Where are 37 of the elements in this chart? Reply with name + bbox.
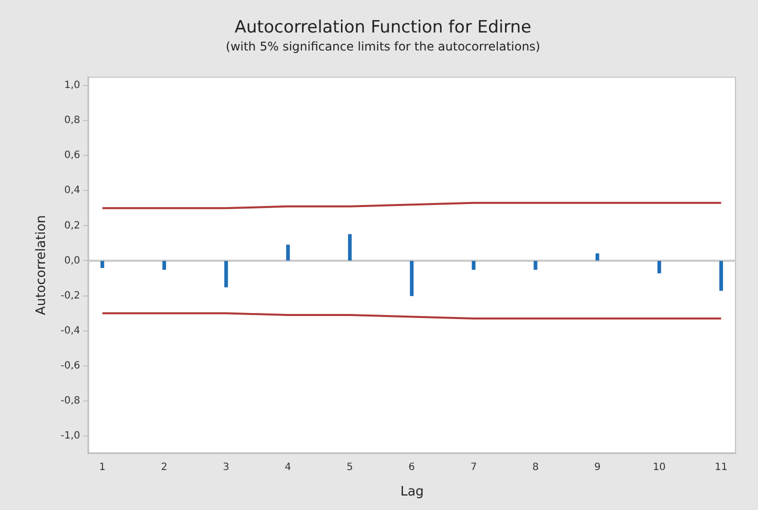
- x-tick-label: 5: [346, 462, 354, 473]
- y-tick-label: 0,8: [64, 115, 80, 126]
- y-tick-label: -0,8: [60, 395, 80, 406]
- chart-subtitle: (with 5% significance limits for the autocorrelations): [226, 40, 540, 54]
- y-tick-label: 0,2: [64, 220, 80, 232]
- y-axis-title: Autocorrelation: [34, 215, 50, 316]
- x-tick-label: 3: [222, 462, 230, 473]
- bar: [100, 260, 104, 268]
- bar: [534, 260, 538, 270]
- x-tick-label: 6: [408, 462, 415, 473]
- y-tick-label: 0,0: [64, 255, 80, 266]
- y-tick-label: 0,4: [64, 185, 80, 196]
- y-tick-label: -0,6: [60, 360, 80, 372]
- x-tick-label: 4: [284, 462, 292, 473]
- bar: [472, 260, 476, 270]
- x-tick-label: 11: [714, 462, 728, 473]
- x-tick-label: 7: [470, 462, 477, 473]
- chart-title: Autocorrelation Function for Edirne: [234, 18, 532, 38]
- bar: [162, 260, 166, 270]
- bar: [596, 253, 600, 261]
- y-tick-label: 0,6: [64, 150, 80, 162]
- y-tick-label: -1,0: [60, 430, 80, 442]
- bar: [224, 260, 228, 288]
- x-tick-label: 10: [652, 462, 666, 473]
- bar: [719, 260, 723, 291]
- bar: [410, 260, 414, 296]
- y-tick-label: -0,2: [60, 290, 80, 302]
- x-tick-label: 2: [161, 462, 168, 473]
- bar: [348, 234, 352, 261]
- y-tick-label: -0,4: [60, 325, 80, 336]
- x-axis-title: Lag: [400, 484, 424, 500]
- x-tick-label: 8: [532, 462, 539, 473]
- bar: [286, 244, 290, 261]
- y-tick-label: 1,0: [64, 80, 80, 92]
- x-tick-label: 1: [99, 462, 106, 473]
- x-tick-label: 9: [594, 462, 601, 473]
- bar: [657, 260, 662, 274]
